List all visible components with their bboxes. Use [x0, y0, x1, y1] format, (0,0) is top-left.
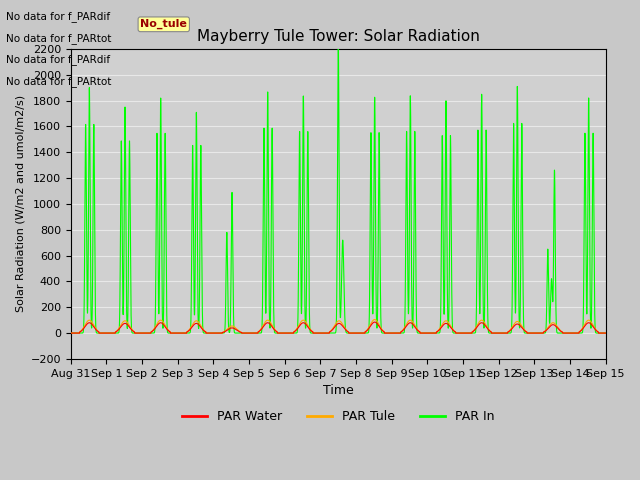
Text: No data for f_PARdif: No data for f_PARdif: [6, 54, 111, 65]
Text: No data for f_PARtot: No data for f_PARtot: [6, 33, 112, 44]
Legend: PAR Water, PAR Tule, PAR In: PAR Water, PAR Tule, PAR In: [177, 406, 500, 429]
Text: No_tule: No_tule: [140, 19, 187, 29]
Text: No data for f_PARdif: No data for f_PARdif: [6, 11, 111, 22]
Text: No data for f_PARtot: No data for f_PARtot: [6, 76, 112, 87]
X-axis label: Time: Time: [323, 384, 354, 397]
Title: Mayberry Tule Tower: Solar Radiation: Mayberry Tule Tower: Solar Radiation: [197, 28, 480, 44]
Y-axis label: Solar Radiation (W/m2 and umol/m2/s): Solar Radiation (W/m2 and umol/m2/s): [15, 96, 25, 312]
